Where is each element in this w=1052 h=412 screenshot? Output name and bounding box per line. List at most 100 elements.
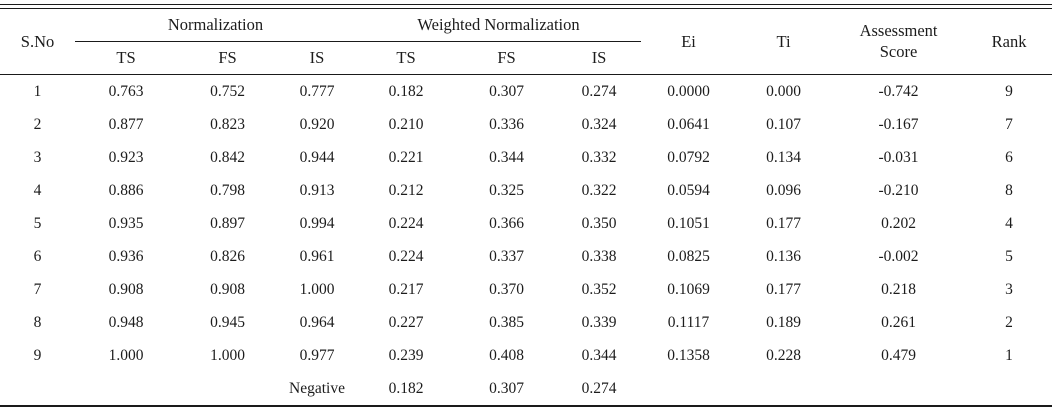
table-cell: 0.212 xyxy=(388,181,424,199)
table-cell: -0.742 xyxy=(878,82,919,100)
header-assessment-score: Assessment Score xyxy=(831,9,967,75)
table-cell: 0.339 xyxy=(581,313,617,331)
table-row: 2 0.877 0.823 0.920 0.210 0.336 0.324 0.0641 0.1… xyxy=(0,108,1052,141)
table-cell: 8 xyxy=(33,313,42,331)
table-cell: 0.944 xyxy=(299,148,335,166)
table-cell: 6 xyxy=(33,247,42,265)
header-norm-ts: TS xyxy=(75,41,177,75)
table-cell: 0.324 xyxy=(581,115,617,133)
table-cell: 1 xyxy=(1005,346,1013,364)
table-cell: 0.177 xyxy=(766,280,801,298)
table-cell: 4 xyxy=(33,181,42,199)
table-cell: 0.408 xyxy=(489,346,524,364)
table-cell: Negative xyxy=(289,379,345,397)
table-cell: -0.167 xyxy=(878,115,919,133)
table-cell: 0.913 xyxy=(299,181,335,199)
table-cell: 0.0641 xyxy=(667,115,710,133)
table-cell: 0.877 xyxy=(108,115,144,133)
table-cell xyxy=(0,372,75,405)
table-cell: 7 xyxy=(33,280,42,298)
table-cell: 0.886 xyxy=(108,181,144,199)
header-assessment-score-label: Assessment Score xyxy=(859,20,938,61)
table-cell: 0.307 xyxy=(489,82,524,100)
table-cell: 0.823 xyxy=(210,115,245,133)
table-cell xyxy=(75,372,177,405)
table-cell: 0.221 xyxy=(388,148,424,166)
table-row: 3 0.923 0.842 0.944 0.221 0.344 0.332 0.0792 0.1… xyxy=(0,141,1052,174)
table-cell: 0.177 xyxy=(766,214,801,232)
table-cell xyxy=(177,372,278,405)
table-cell: 9 xyxy=(1005,82,1013,100)
table-cell: 5 xyxy=(1005,247,1013,265)
table-cell: 2 xyxy=(33,115,42,133)
header-ei: Ei xyxy=(641,9,737,75)
table-cell: 0.344 xyxy=(489,148,524,166)
table-cell: 0.000 xyxy=(766,82,801,100)
table-cell: 0.0000 xyxy=(667,82,710,100)
table-cell: 0.385 xyxy=(489,313,524,331)
table-cell: 0.096 xyxy=(766,181,801,199)
table-cell: 0.964 xyxy=(299,313,335,331)
table-cell: 0.274 xyxy=(581,379,617,397)
header-row-subcolumns: TS FS IS TS FS IS xyxy=(0,41,1052,75)
table-cell: 0.239 xyxy=(388,346,424,364)
table-cell: 1.000 xyxy=(108,346,144,364)
table-cell: 0.337 xyxy=(489,247,524,265)
table-cell: 1.000 xyxy=(210,346,245,364)
table-cell: 0.182 xyxy=(388,379,424,397)
table-cell: 0.344 xyxy=(581,346,617,364)
table-cell: 0.897 xyxy=(210,214,245,232)
table-cell: -0.031 xyxy=(878,148,919,166)
table-cell: 3 xyxy=(1005,280,1013,298)
table-cell: 0.370 xyxy=(489,280,524,298)
table-row: 9 1.000 1.000 0.977 0.239 0.408 0.344 0.1358 0.2… xyxy=(0,339,1052,372)
table-cell: 0.0594 xyxy=(667,181,710,199)
table-cell: 0.107 xyxy=(766,115,801,133)
table-cell: 0.920 xyxy=(299,115,335,133)
table-cell: 0.224 xyxy=(388,247,424,265)
table-cell: 0.224 xyxy=(388,214,424,232)
table-cell: 0.182 xyxy=(388,82,424,100)
bottom-rule xyxy=(0,405,1052,407)
table-row: Negative 0.182 0.307 0.274 xyxy=(0,372,1052,405)
table-header: S.No Normalization Weighted Normalizatio… xyxy=(0,9,1052,75)
table-cell xyxy=(966,372,1052,405)
table-cell xyxy=(736,372,831,405)
table-cell: 0.994 xyxy=(299,214,335,232)
table-row: 4 0.886 0.798 0.913 0.212 0.325 0.322 0.0594 0.0… xyxy=(0,174,1052,207)
table-cell: 0.923 xyxy=(108,148,144,166)
table-row: 7 0.908 0.908 1.000 0.217 0.370 0.352 0.1069 0.1… xyxy=(0,273,1052,306)
table-cell: 0.136 xyxy=(766,247,801,265)
table-cell: 0.261 xyxy=(881,313,916,331)
table-cell: 0.1051 xyxy=(667,214,710,232)
table-cell: 0.948 xyxy=(108,313,144,331)
table-cell: 0.961 xyxy=(299,247,335,265)
table-cell: 0.1117 xyxy=(667,313,710,331)
table-cell: 0.842 xyxy=(210,148,245,166)
table-cell: 0.228 xyxy=(766,346,801,364)
table-cell: 0.332 xyxy=(581,148,617,166)
table-cell: 9 xyxy=(33,346,42,364)
table-row: 6 0.936 0.826 0.961 0.224 0.337 0.338 0.0825 0.1… xyxy=(0,240,1052,273)
table-cell: 0.945 xyxy=(210,313,245,331)
table-cell: 2 xyxy=(1005,313,1013,331)
table-cell: 0.202 xyxy=(881,214,916,232)
table-cell xyxy=(831,372,966,405)
header-weighted-ts: TS xyxy=(356,41,457,75)
table-cell: 0.189 xyxy=(766,313,801,331)
table-cell: 1 xyxy=(33,82,42,100)
table-cell: 0.826 xyxy=(210,247,245,265)
table-cell: 0.908 xyxy=(210,280,245,298)
table-cell xyxy=(641,372,736,405)
table-cell: 0.274 xyxy=(581,82,617,100)
table-cell: 0.227 xyxy=(388,313,424,331)
table-cell: 0.1358 xyxy=(667,346,710,364)
table-cell: 0.763 xyxy=(108,82,144,100)
header-sno: S.No xyxy=(0,9,75,75)
table-cell: 8 xyxy=(1005,181,1013,199)
top-double-rule xyxy=(0,4,1052,9)
table-cell: 0.322 xyxy=(581,181,617,199)
table-cell: 0.908 xyxy=(108,280,144,298)
table-cell: -0.002 xyxy=(878,247,919,265)
table-cell: 0.752 xyxy=(210,82,245,100)
